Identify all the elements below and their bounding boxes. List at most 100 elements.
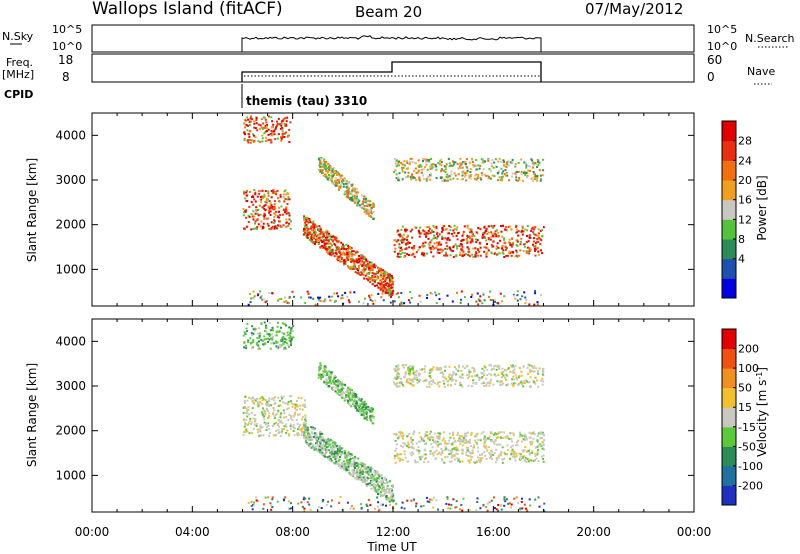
heatmap-cell (519, 431, 521, 434)
heatmap-cell (246, 415, 249, 418)
heatmap-cell (264, 410, 266, 413)
heatmap-cell (446, 254, 449, 257)
heatmap-cell (275, 210, 277, 213)
heatmap-cell (401, 383, 404, 386)
heatmap-cell (264, 201, 267, 204)
heatmap-cell (333, 441, 336, 444)
heatmap-cell (354, 271, 357, 274)
heatmap-cell (303, 434, 305, 437)
heatmap-cell (489, 238, 492, 241)
heatmap-cell (343, 177, 346, 180)
heatmap-cell (422, 379, 425, 382)
heatmap-cell (328, 443, 331, 446)
heatmap-cell (521, 233, 524, 236)
heatmap-cell (260, 402, 263, 405)
heatmap-cell (464, 175, 466, 178)
heatmap-cell (350, 255, 353, 258)
heatmap-cell (252, 218, 255, 221)
heatmap-cell (380, 480, 383, 483)
heatmap-cell (398, 368, 401, 371)
heatmap-cell (288, 337, 291, 339)
heatmap-cell (498, 251, 501, 254)
colorbar-tick-label: -100 (738, 460, 763, 473)
heatmap-cell (438, 248, 441, 251)
heatmap-cell (370, 477, 373, 479)
heatmap-cell (348, 452, 351, 455)
heatmap-cell (354, 201, 357, 204)
heatmap-cell (274, 126, 277, 129)
heatmap-cell (314, 303, 317, 306)
heatmap-cell (366, 479, 368, 482)
heatmap-cell (318, 164, 321, 167)
heatmap-cell (423, 461, 426, 464)
heatmap-cell (529, 504, 532, 507)
heatmap-cell (440, 164, 443, 167)
heatmap-cell (345, 243, 348, 246)
heatmap-cell (475, 231, 478, 234)
heatmap-cell (363, 261, 366, 264)
heatmap-cell (355, 472, 358, 475)
heatmap-cell (463, 438, 466, 441)
heatmap-cell (453, 224, 456, 227)
heatmap-cell (502, 370, 505, 373)
heatmap-cell (512, 432, 515, 435)
colorbar-tick-label: -50 (738, 440, 756, 453)
heatmap-cell (271, 120, 274, 123)
heatmap-cell (429, 453, 432, 455)
heatmap-cell (472, 165, 475, 168)
heatmap-cell (243, 139, 246, 142)
heatmap-cell (360, 273, 363, 276)
heatmap-cell (421, 439, 423, 442)
heatmap-cell (258, 397, 261, 400)
heatmap-cell (251, 508, 254, 511)
heatmap-cell (526, 229, 529, 232)
heatmap-cell (357, 466, 360, 469)
heatmap-cell (456, 238, 459, 241)
heatmap-cell (281, 135, 284, 138)
heatmap-cell (485, 239, 488, 242)
heatmap-cell (479, 228, 482, 231)
heatmap-cell (255, 499, 258, 502)
heatmap-cell (273, 409, 276, 412)
nsky-tick-top: 10^5 (52, 23, 82, 36)
heatmap-cell (418, 235, 421, 238)
heatmap-cell (395, 374, 398, 377)
heatmap-cell (531, 159, 533, 162)
heatmap-cell (387, 497, 390, 500)
heatmap-cell (377, 480, 380, 483)
heatmap-cell (259, 141, 262, 143)
heatmap-cell (489, 432, 492, 435)
heatmap-cell (312, 224, 315, 226)
heatmap-cell (331, 181, 334, 184)
heatmap-cell (482, 372, 485, 375)
heatmap-cell (344, 383, 346, 386)
heatmap-cell (355, 260, 358, 263)
heatmap-cell (353, 253, 356, 256)
heatmap-cell (431, 293, 434, 295)
heatmap-cell (256, 398, 259, 400)
heatmap-cell (312, 241, 315, 244)
heatmap-cell (251, 347, 254, 350)
heatmap-cell (262, 397, 265, 400)
heatmap-cell (393, 454, 396, 457)
heatmap-cell (285, 423, 288, 426)
heatmap-cell (368, 277, 371, 280)
heatmap-cell (291, 419, 294, 422)
heatmap-cell (497, 302, 500, 305)
heatmap-cell (465, 438, 467, 441)
heatmap-cell (403, 233, 405, 236)
heatmap-cell (503, 164, 506, 167)
heatmap-cell (406, 243, 409, 246)
heatmap-cell (370, 216, 373, 219)
heatmap-cell (396, 371, 399, 374)
heatmap-cell (475, 241, 478, 244)
heatmap-cell (261, 127, 264, 130)
heatmap-cell (393, 382, 396, 385)
heatmap-cell (466, 377, 469, 380)
heatmap-cell (479, 377, 482, 380)
heatmap-cell (464, 174, 467, 177)
heatmap-cell (430, 379, 433, 382)
heatmap-cell (322, 439, 325, 442)
heatmap-cell (289, 340, 292, 343)
heatmap-cell (517, 230, 520, 233)
